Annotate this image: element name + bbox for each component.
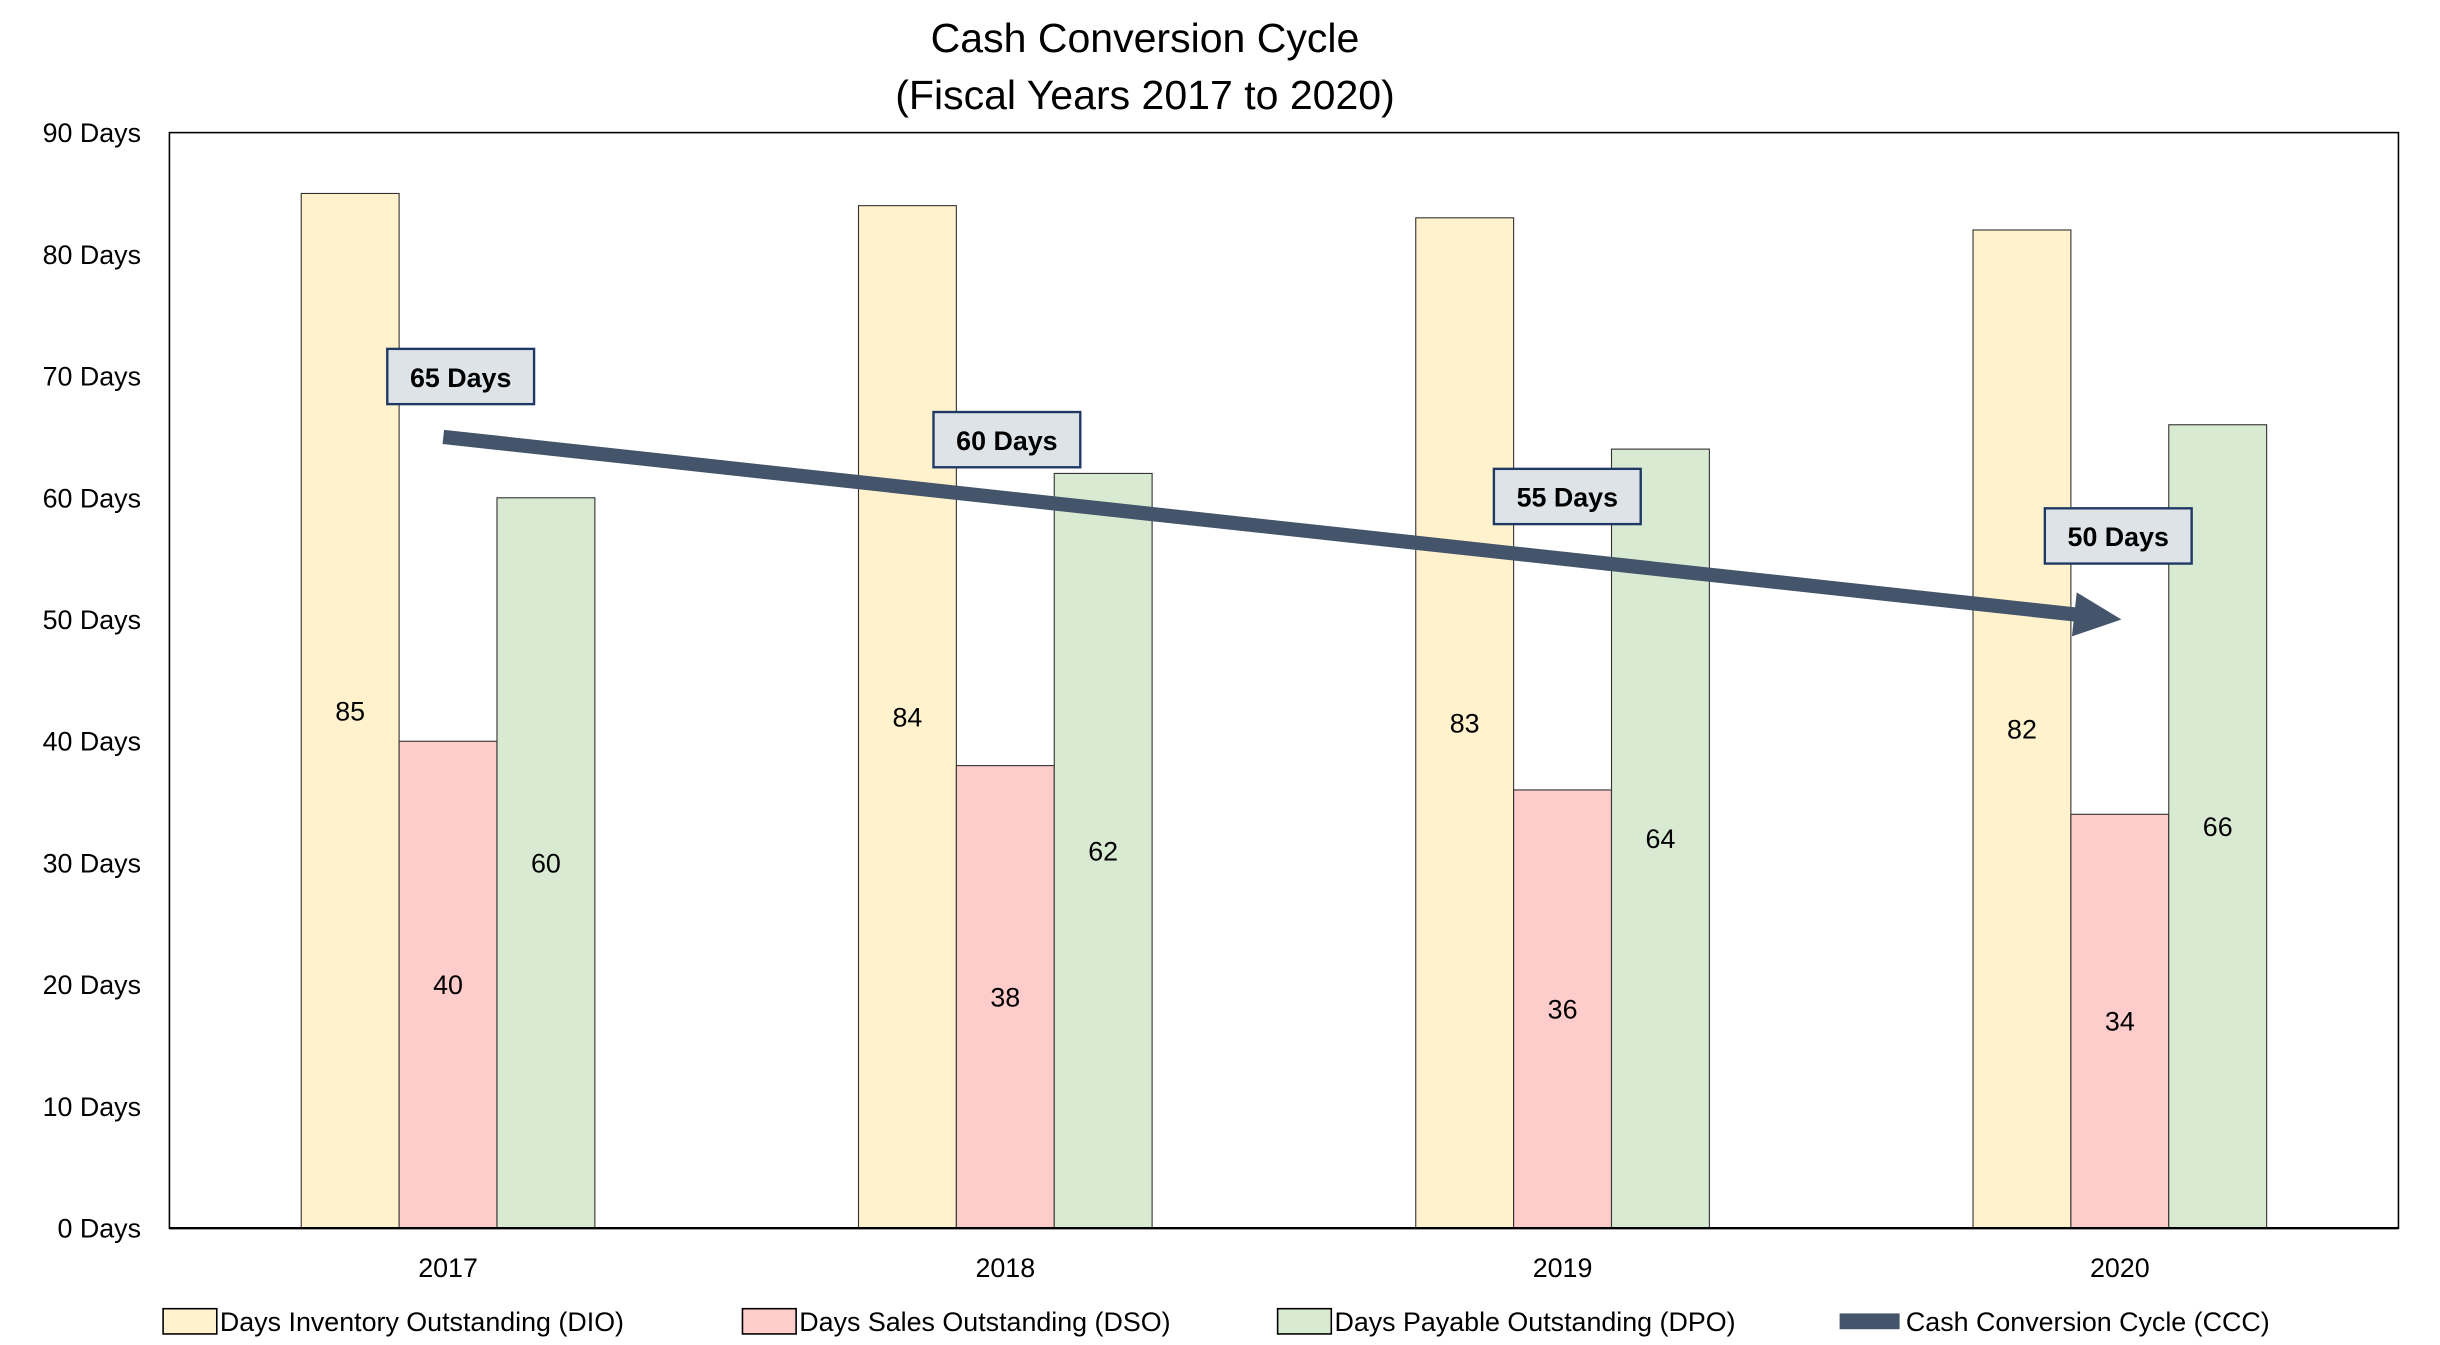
y-tick-label: 50 Days xyxy=(43,605,141,635)
bar-dpo-2018 xyxy=(1053,472,1153,1229)
y-tick-label: 60 Days xyxy=(43,483,141,513)
bar-dso-2018 xyxy=(955,765,1055,1229)
bar-dio-2017 xyxy=(300,192,400,1229)
y-tick-label: 70 Days xyxy=(43,362,141,392)
x-tick-label: 2018 xyxy=(975,1253,1035,1283)
legend-label: Days Sales Outstanding (DSO) xyxy=(799,1307,1170,1337)
legend-label: Cash Conversion Cycle (CCC) xyxy=(1906,1307,2270,1337)
y-tick-label: 80 Days xyxy=(43,240,141,270)
bar-data-label: 82 xyxy=(2007,715,2037,745)
chart-title: Cash Conversion Cycle xyxy=(931,15,1360,61)
bar-data-label: 85 xyxy=(335,696,365,726)
bar-dso-2020 xyxy=(2070,813,2170,1229)
y-tick-label: 40 Days xyxy=(43,727,141,757)
y-tick-label: 10 Days xyxy=(43,1092,141,1122)
ccc-data-label: 55 Days xyxy=(1517,483,1618,513)
ccc-data-label: 60 Days xyxy=(956,426,1057,456)
legend-label: Days Payable Outstanding (DPO) xyxy=(1334,1307,1735,1337)
legend-swatch xyxy=(162,1307,218,1335)
legend-swatch xyxy=(1839,1313,1900,1330)
y-tick-label: 90 Days xyxy=(43,118,141,148)
bar-data-label: 60 xyxy=(531,848,561,878)
bar-data-label: 36 xyxy=(1548,995,1578,1025)
bar-data-label: 84 xyxy=(893,702,923,732)
bar-data-label: 83 xyxy=(1450,708,1480,738)
ccc-data-label-box xyxy=(386,347,536,406)
bar-data-label: 38 xyxy=(990,982,1020,1012)
bar-dio-2019 xyxy=(1415,217,1515,1229)
ccc-data-label-box xyxy=(2043,507,2193,565)
legend-swatch xyxy=(1276,1307,1333,1335)
bar-data-label: 66 xyxy=(2203,812,2233,842)
legend-label: Days Inventory Outstanding (DIO) xyxy=(220,1307,624,1337)
bar-dio-2020 xyxy=(1972,229,2072,1229)
y-tick-label: 0 Days xyxy=(58,1214,141,1244)
bar-data-label: 62 xyxy=(1088,836,1118,866)
ccc-data-label-box xyxy=(932,410,1082,469)
bar-dso-2017 xyxy=(398,740,498,1229)
ccc-data-label-box xyxy=(1492,467,1642,526)
x-tick-label: 2019 xyxy=(1533,1253,1593,1283)
bar-data-label: 34 xyxy=(2105,1007,2135,1037)
x-tick-label: 2020 xyxy=(2090,1253,2150,1283)
bar-dio-2018 xyxy=(857,205,957,1229)
bar-data-label: 64 xyxy=(1646,824,1676,854)
y-tick-label: 30 Days xyxy=(43,848,141,878)
ccc-trend-line xyxy=(442,429,2083,623)
x-tick-label: 2017 xyxy=(418,1253,478,1283)
ccc-arrowhead xyxy=(2071,592,2122,637)
chart-subtitle: (Fiscal Years 2017 to 2020) xyxy=(895,72,1395,118)
ccc-data-label: 50 Days xyxy=(2068,522,2169,552)
y-tick-label: 20 Days xyxy=(43,970,141,1000)
bar-dpo-2017 xyxy=(496,497,596,1229)
bar-data-label: 40 xyxy=(433,970,463,1000)
ccc-data-label: 65 Days xyxy=(410,363,511,393)
legend-swatch xyxy=(741,1307,797,1335)
